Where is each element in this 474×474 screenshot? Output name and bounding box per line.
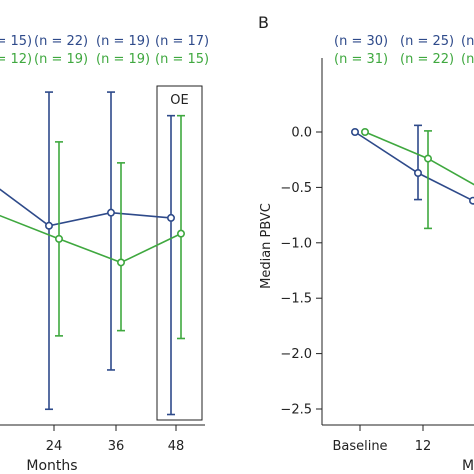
left-n-green-1: (n = 19) xyxy=(34,52,88,67)
right-n-blue-0: (n = 30) xyxy=(334,34,388,49)
right-point-blue-24 xyxy=(469,196,474,205)
left-point-blue-48 xyxy=(167,213,176,222)
left-n-blue-0: (n = 15) xyxy=(0,34,32,49)
left-n-counts: (n = 15) (n = 22) (n = 19) (n = 17) (n =… xyxy=(0,34,209,67)
left-n-green-2: (n = 19) xyxy=(96,52,150,67)
right-series-line-blue xyxy=(354,131,474,202)
left-series-line-blue xyxy=(0,188,172,227)
left-x-tick-label-36: 36 xyxy=(108,439,125,454)
right-y-axis-label: Median PBVC xyxy=(259,203,274,289)
right-point-blue-0 xyxy=(350,128,359,137)
right-n-counts: (n = 30) (n = 25) (n = (n = 31) (n = 22)… xyxy=(334,34,474,67)
right-y-tick-label-4: −2.0 xyxy=(280,347,312,362)
right-x-tick-label-1: 12 xyxy=(415,439,432,454)
left-n-blue-1: (n = 22) xyxy=(34,34,88,49)
right-n-green-1: (n = 22) xyxy=(400,52,454,67)
right-y-tick-label-0: 0.0 xyxy=(291,126,312,141)
left-point-blue-36 xyxy=(107,208,116,217)
left-x-axis-label: Months xyxy=(26,458,77,474)
left-x-tick-label-24: 24 xyxy=(46,439,63,454)
right-series-line-green xyxy=(364,131,474,186)
left-point-blue-24 xyxy=(44,221,53,230)
right-n-blue-1: (n = 25) xyxy=(400,34,454,49)
right-y-ticks: 0.0 −0.5 −1.0 −1.5 −2.0 −2.5 xyxy=(280,126,322,418)
right-y-tick-label-2: −1.0 xyxy=(280,236,312,251)
left-n-blue-3: (n = 17) xyxy=(155,34,209,49)
right-y-tick-label-3: −1.5 xyxy=(280,292,312,307)
right-point-green-0 xyxy=(360,128,369,137)
left-n-green-0: (n = 12) xyxy=(0,52,32,67)
right-x-ticks: Baseline 12 xyxy=(332,425,431,454)
left-point-green-48 xyxy=(177,229,186,238)
oe-box-label: OE xyxy=(170,93,188,108)
left-x-tick-label-48: 48 xyxy=(168,439,185,454)
panel-label-b: B xyxy=(258,13,269,32)
right-n-green-0: (n = 31) xyxy=(334,52,388,67)
right-n-green-2: (n = xyxy=(461,52,474,67)
right-n-blue-2: (n = xyxy=(461,34,474,49)
right-point-green-12 xyxy=(423,154,432,163)
oe-box xyxy=(156,85,203,421)
right-point-blue-12 xyxy=(413,168,422,177)
left-point-green-36 xyxy=(117,258,126,267)
right-x-tick-label-0: Baseline xyxy=(332,439,387,454)
left-x-ticks: 24 36 48 xyxy=(46,425,185,454)
right-y-tick-label-1: −0.5 xyxy=(280,181,312,196)
left-plot-area xyxy=(0,91,186,416)
left-point-green-24 xyxy=(54,234,63,243)
right-plot-area xyxy=(350,124,474,230)
right-y-tick-label-5: −2.5 xyxy=(280,403,312,418)
right-x-axis-label: M xyxy=(462,458,474,474)
left-series-line-green xyxy=(0,214,182,264)
left-n-green-3: (n = 15) xyxy=(155,52,209,67)
left-n-blue-2: (n = 19) xyxy=(96,34,150,49)
